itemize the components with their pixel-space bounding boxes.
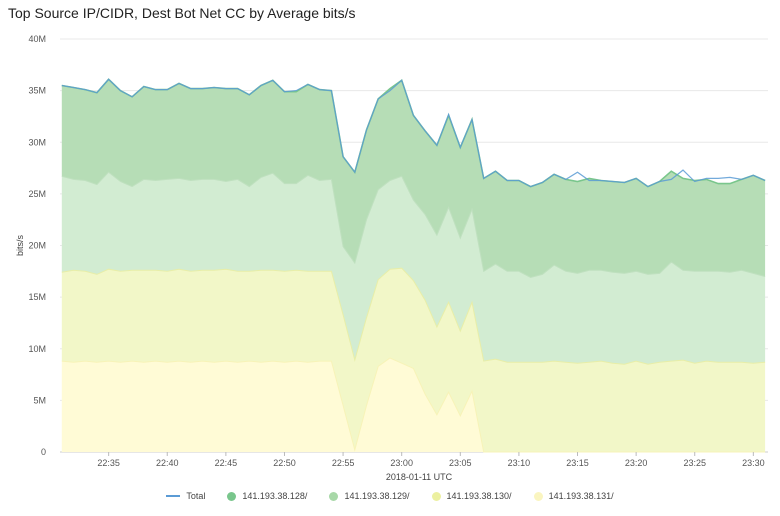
y-tick-label: 0: [41, 447, 46, 457]
legend-label: 141.193.38.129/: [344, 491, 410, 501]
legend-dot-swatch: [227, 491, 237, 501]
x-tick-label: 22:55: [332, 458, 355, 468]
x-tick-label: 23:05: [449, 458, 472, 468]
x-tick-label: 23:30: [742, 458, 765, 468]
legend-label: 141.193.38.130/: [446, 491, 512, 501]
y-tick-label: 30M: [28, 137, 46, 147]
legend-item-141-193-38-131[interactable]: 141.193.38.131/: [533, 491, 614, 501]
x-tick-label: 23:15: [566, 458, 589, 468]
y-tick-label: 5M: [33, 395, 46, 405]
y-tick-label: 25M: [28, 189, 46, 199]
y-axis-ticks: 0 5M 10M 15M 20M 25M 30M 35M 40M: [28, 34, 46, 457]
x-tick-label: 23:25: [683, 458, 706, 468]
series-edge-141-193-38-129: [61, 171, 766, 279]
area-series-141-193-38-130[interactable]: [61, 268, 766, 452]
legend-item-141-193-38-129[interactable]: 141.193.38.129/: [329, 491, 410, 501]
x-tick-label: 22:50: [273, 458, 296, 468]
y-tick-label: 15M: [28, 292, 46, 302]
y-tick-label: 35M: [28, 86, 46, 96]
area-series-141-193-38-131[interactable]: [61, 358, 766, 452]
x-tick-label: 23:00: [390, 458, 413, 468]
legend-item-total[interactable]: Total: [166, 491, 205, 501]
area-series-141-193-38-129[interactable]: [61, 172, 766, 365]
chart-title: Top Source IP/CIDR, Dest Bot Net CC by A…: [8, 5, 356, 21]
x-tick-label: 23:10: [508, 458, 531, 468]
legend-label: Total: [186, 491, 206, 501]
stacked-areas: [61, 79, 766, 452]
legend-label: 141.193.38.131/: [548, 491, 614, 501]
legend-label: 141.193.38.128/: [242, 491, 308, 501]
legend-dot-swatch: [533, 491, 543, 501]
series-edge-141-193-38-131: [61, 357, 766, 453]
series-edge-141-193-38-130: [61, 267, 766, 365]
y-tick-label: 40M: [28, 34, 46, 44]
total-line[interactable]: [61, 78, 766, 188]
chart-legend: Total 141.193.38.128/141.193.38.129/141.1…: [0, 491, 780, 501]
x-axis-label: 2018-01-11 UTC: [386, 472, 453, 482]
x-tick-label: 23:20: [625, 458, 648, 468]
legend-item-141-193-38-128[interactable]: 141.193.38.128/: [227, 491, 307, 501]
legend-line-swatch: [166, 495, 181, 497]
legend-dot-swatch: [329, 491, 339, 501]
x-tick-label: 22:40: [156, 458, 179, 468]
y-tick-label: 20M: [28, 241, 46, 251]
x-axis-ticks: 22:35 22:40 22:45 22:50 22:55 23:00 23:05 23:10…: [97, 452, 765, 468]
x-tick-label: 22:45: [215, 458, 238, 468]
legend-item-141-193-38-130[interactable]: 141.193.38.130/: [431, 491, 512, 501]
area-series-141-193-38-128[interactable]: [61, 79, 766, 278]
y-tick-label: 10M: [28, 344, 46, 354]
series-lines: [61, 78, 766, 453]
y-axis-label: bits/s: [15, 235, 25, 257]
x-tick-label: 22:35: [97, 458, 120, 468]
legend-dot-swatch: [431, 491, 441, 501]
